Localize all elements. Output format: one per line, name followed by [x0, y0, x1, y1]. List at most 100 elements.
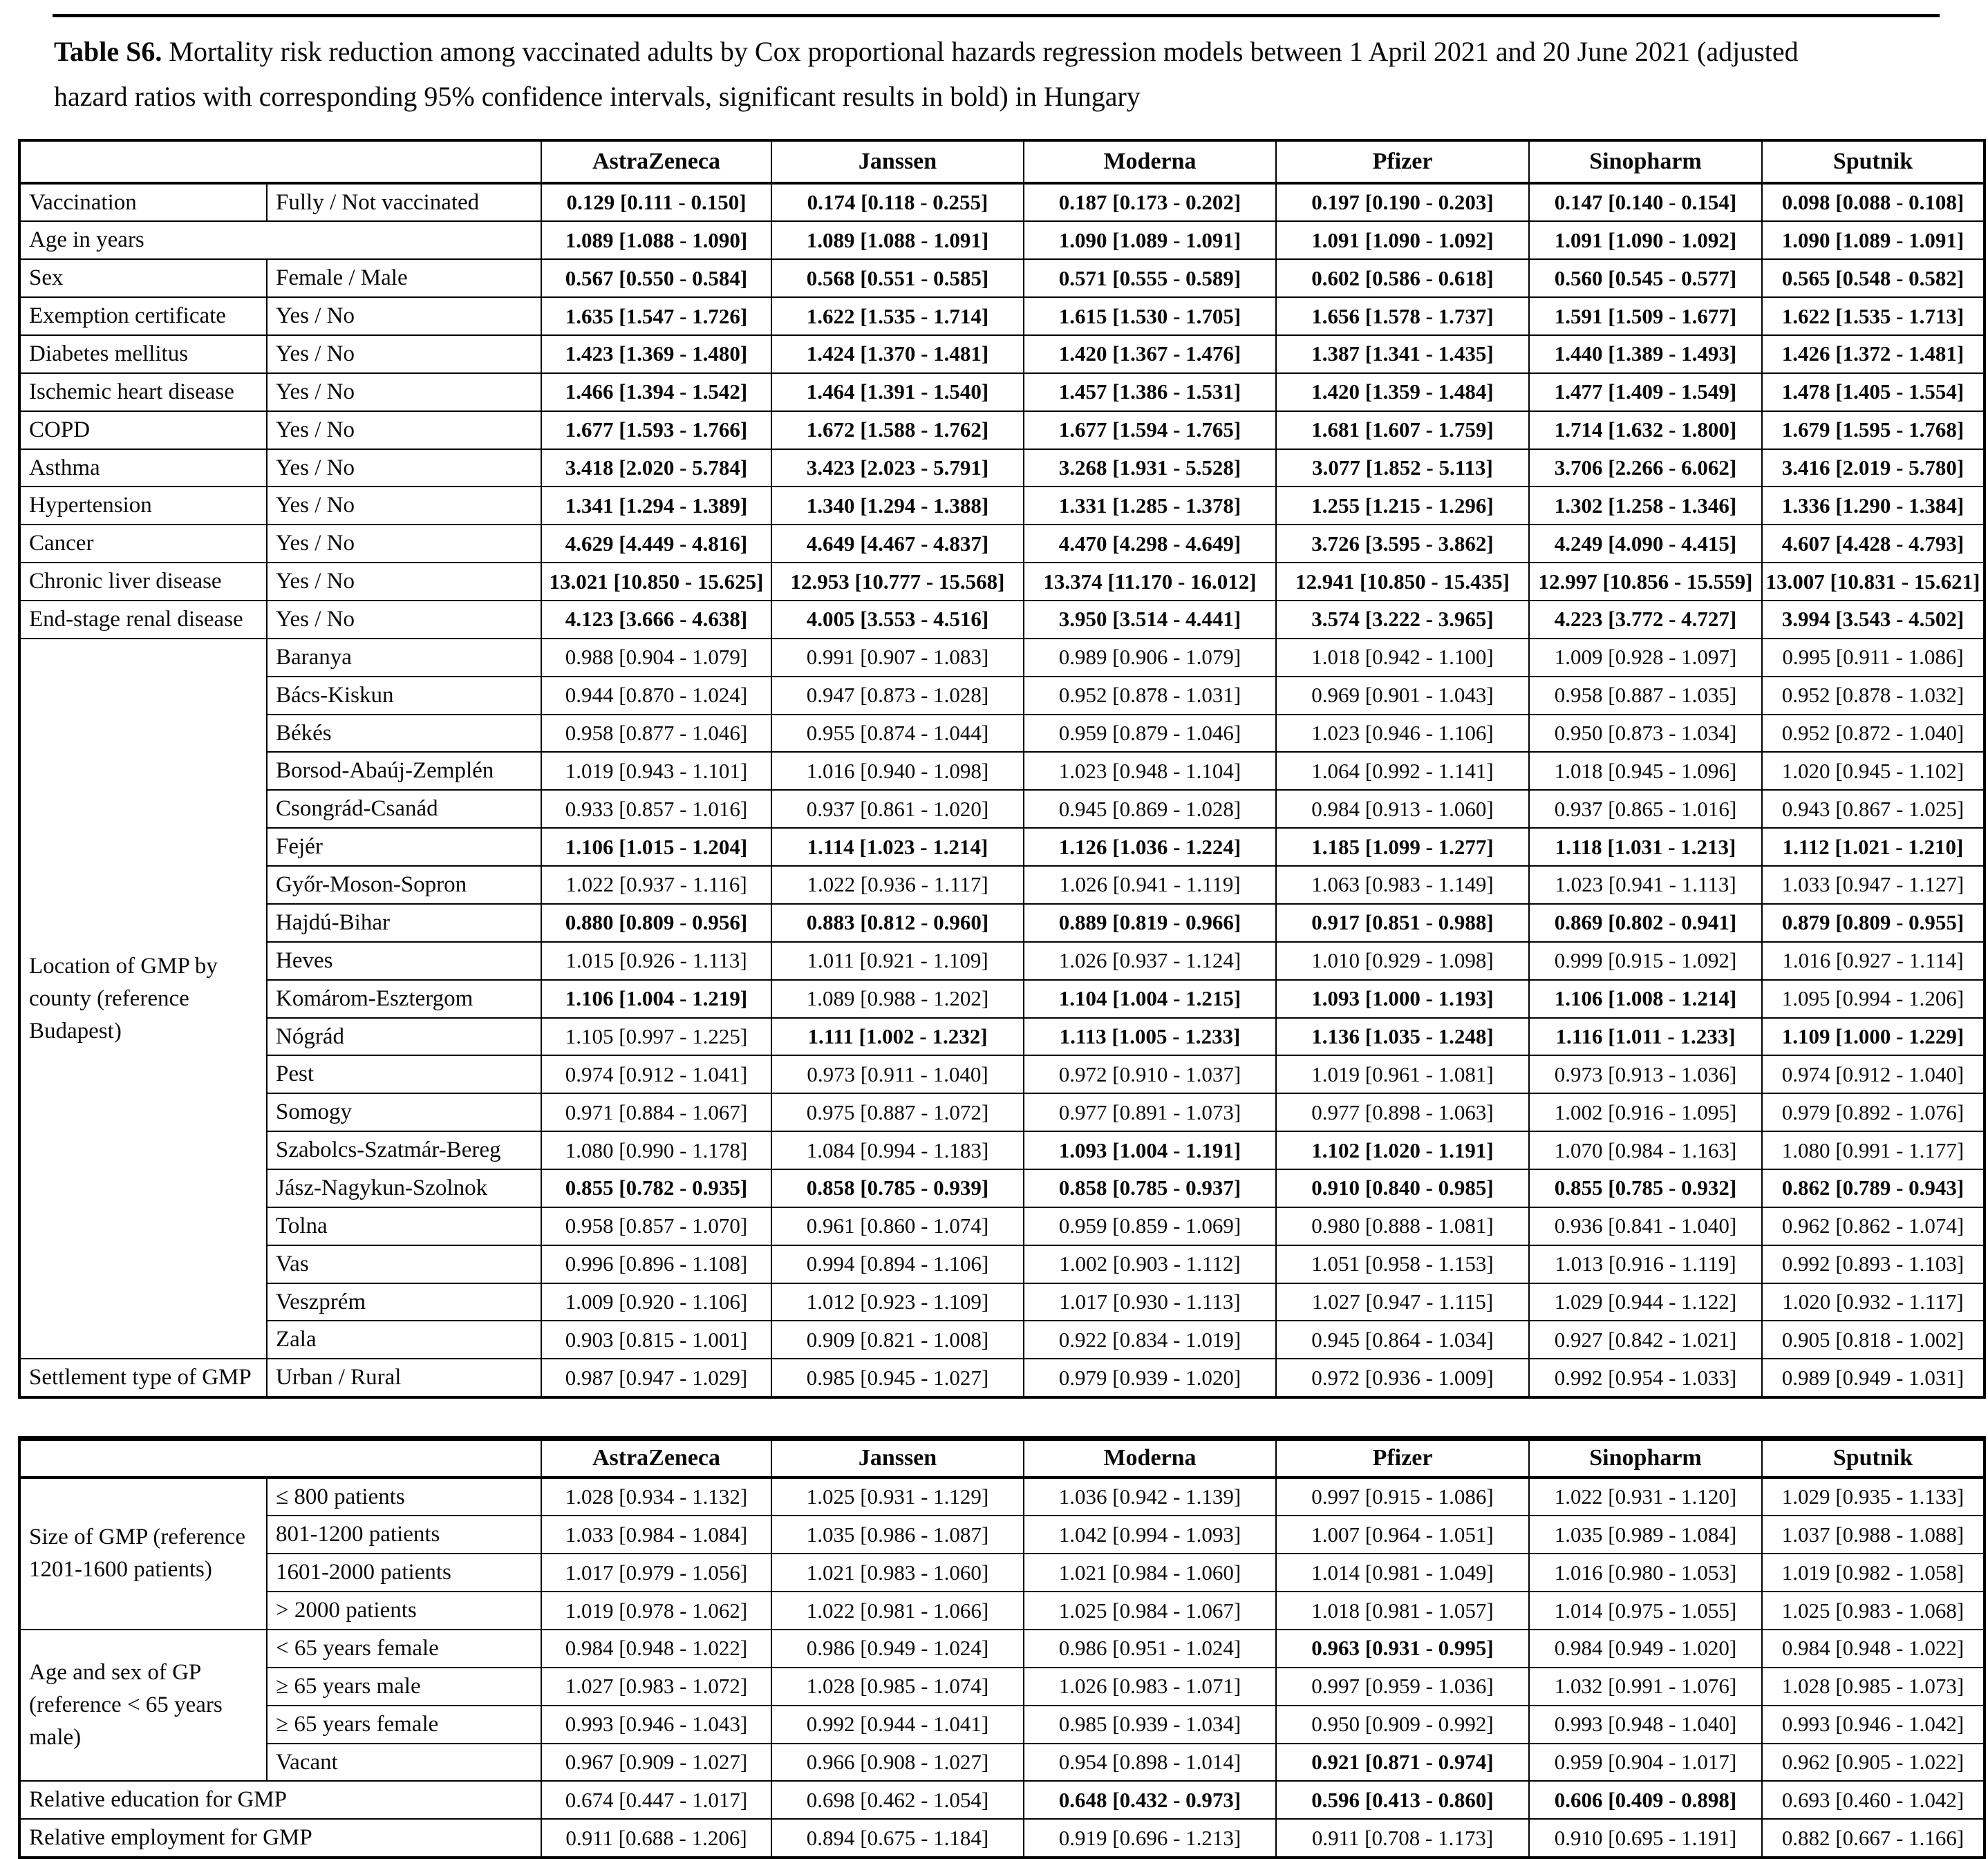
hazard-ratio-cell: 0.959 [0.879 - 1.046] [1023, 713, 1277, 753]
hazard-ratio-cell: 0.917 [0.851 - 0.988] [1275, 903, 1530, 943]
hazard-ratio-cell: 0.995 [0.911 - 1.086] [1761, 637, 1985, 677]
hazard-ratio-cell: 0.958 [0.887 - 1.035] [1528, 675, 1763, 715]
hazard-ratio-cell: 1.466 [1.394 - 1.542] [541, 372, 772, 412]
hazard-ratio-cell: 0.992 [0.944 - 1.041] [771, 1704, 1024, 1744]
table-row: End-stage renal disease Yes / No 4.123 [3.… [19, 600, 1985, 639]
table-row: Ischemic heart disease Yes / No 1.466 [1.3… [19, 372, 1985, 412]
corner-cell [19, 1437, 542, 1479]
hazard-ratio-cell: 1.387 [1.341 - 1.435] [1275, 334, 1530, 374]
table-row: Asthma Yes / No 3.418 [2.020 - 5.784] 3.423… [19, 448, 1985, 488]
hazard-ratio-cell: 1.022 [0.931 - 1.120] [1528, 1476, 1763, 1517]
hazard-ratio-cell: 0.606 [0.409 - 0.898] [1528, 1780, 1763, 1820]
hazard-ratio-table-gmp: AstraZeneca Janssen Moderna Pfizer Sinopharm… [18, 1436, 1986, 1859]
hazard-ratio-cell: 0.986 [0.951 - 1.024] [1023, 1629, 1277, 1668]
table-row: 1601-2000 patients 1.017 [0.979 - 1.056] 1… [19, 1553, 1985, 1593]
hazard-ratio-cell: 4.249 [4.090 - 4.415] [1528, 524, 1763, 564]
row-sublabel: Yes / No [266, 600, 542, 639]
hazard-ratio-cell: 0.994 [0.894 - 1.106] [771, 1244, 1024, 1284]
hazard-ratio-cell: 0.129 [0.111 - 0.150] [541, 182, 772, 223]
table-row: Vacant 0.967 [0.909 - 1.027] 0.966 [0.908 … [19, 1742, 1985, 1782]
row-sublabel: Jász-Nagykun-Szolnok [266, 1168, 542, 1208]
hazard-ratio-cell: 1.420 [1.359 - 1.484] [1275, 372, 1530, 412]
hazard-ratio-cell: 1.440 [1.389 - 1.493] [1528, 334, 1763, 374]
hazard-ratio-cell: 0.187 [0.173 - 0.202] [1023, 182, 1277, 223]
hazard-ratio-cell: 1.070 [0.984 - 1.163] [1528, 1131, 1763, 1170]
hazard-ratio-cell: 1.102 [1.020 - 1.191] [1275, 1131, 1530, 1170]
row-sublabel: Yes / No [266, 486, 542, 526]
hazard-ratio-cell: 1.084 [0.994 - 1.183] [771, 1131, 1024, 1170]
hazard-ratio-cell: 1.106 [1.008 - 1.214] [1528, 979, 1763, 1019]
table-row: Age in years 1.089 [1.088 - 1.090] 1.089 [… [19, 220, 1985, 261]
hazard-ratio-cell: 1.089 [1.088 - 1.091] [771, 220, 1024, 261]
hazard-ratio-cell: 1.033 [0.947 - 1.127] [1761, 865, 1985, 905]
table-row: Relative employment for GMP 0.911 [0.688 … [19, 1818, 1985, 1859]
hazard-ratio-cell: 0.973 [0.911 - 1.040] [771, 1055, 1024, 1095]
hazard-ratio-cell: 0.997 [0.915 - 1.086] [1275, 1476, 1530, 1517]
hazard-ratio-cell: 1.002 [0.916 - 1.095] [1528, 1093, 1763, 1133]
hazard-ratio-cell: 3.268 [1.931 - 5.528] [1023, 448, 1277, 488]
hazard-ratio-cell: 0.984 [0.948 - 1.022] [541, 1629, 772, 1668]
table-row: Somogy 0.971 [0.884 - 1.067] 0.975 [0.887 … [19, 1093, 1985, 1133]
hazard-ratio-cell: 0.992 [0.954 - 1.033] [1528, 1358, 1763, 1399]
row-label: Age in years [19, 220, 542, 261]
page-top-rule [53, 14, 1940, 17]
row-sublabel: Yes / No [266, 524, 542, 564]
hazard-ratio-cell: 1.007 [0.964 - 1.051] [1275, 1515, 1530, 1555]
row-sublabel: Zala [266, 1320, 542, 1360]
header-row: AstraZeneca Janssen Moderna Pfizer Sinopharm… [19, 1437, 1985, 1479]
corner-cell [19, 139, 542, 185]
hazard-ratio-cell: 0.985 [0.939 - 1.034] [1023, 1704, 1277, 1744]
hazard-ratio-cell: 1.027 [0.947 - 1.115] [1275, 1282, 1530, 1322]
table-row: Age and sex of GP (reference < 65 years … [19, 1629, 1985, 1782]
hazard-ratio-cell: 0.869 [0.802 - 0.941] [1528, 903, 1763, 943]
table-row: Sex Female / Male 0.567 [0.550 - 0.584] 0.5… [19, 258, 1985, 299]
hazard-ratio-cell: 0.987 [0.947 - 1.029] [541, 1358, 772, 1399]
hazard-ratio-cell: 1.020 [0.945 - 1.102] [1761, 751, 1985, 791]
hazard-ratio-cell: 0.919 [0.696 - 1.213] [1023, 1818, 1277, 1859]
hazard-ratio-cell: 1.089 [0.988 - 1.202] [771, 979, 1024, 1019]
hazard-ratio-cell: 0.943 [0.867 - 1.025] [1761, 789, 1985, 829]
row-sublabel: Bács-Kiskun [266, 675, 542, 715]
hazard-ratio-cell: 3.726 [3.595 - 3.862] [1275, 524, 1530, 564]
hazard-ratio-cell: 0.984 [0.913 - 1.060] [1275, 789, 1530, 829]
hazard-ratio-cell: 0.962 [0.905 - 1.022] [1761, 1742, 1985, 1782]
hazard-ratio-cell: 1.341 [1.294 - 1.389] [541, 486, 772, 526]
hazard-ratio-cell: 0.950 [0.873 - 1.034] [1528, 713, 1763, 753]
hazard-ratio-cell: 1.622 [1.535 - 1.714] [771, 296, 1024, 337]
hazard-ratio-cell: 1.028 [0.985 - 1.074] [771, 1666, 1024, 1706]
hazard-ratio-cell: 1.018 [0.942 - 1.100] [1275, 637, 1530, 677]
row-sublabel: Urban / Rural [266, 1358, 542, 1399]
row-sublabel: Hajdú-Bihar [266, 903, 542, 943]
row-sublabel: ≥ 65 years male [266, 1666, 542, 1706]
hazard-ratio-cell: 0.979 [0.892 - 1.076] [1761, 1093, 1985, 1133]
hazard-ratio-cell: 1.615 [1.530 - 1.705] [1023, 296, 1277, 337]
group-label: Size of GMP (reference 1201-1600 patient… [19, 1476, 268, 1631]
hazard-ratio-cell: 0.922 [0.834 - 1.019] [1023, 1320, 1277, 1360]
hazard-ratio-cell: 0.933 [0.857 - 1.016] [541, 789, 772, 829]
hazard-ratio-cell: 1.033 [0.984 - 1.084] [541, 1515, 772, 1555]
row-label: End-stage renal disease [19, 600, 268, 639]
column-header-pfizer: Pfizer [1275, 139, 1530, 185]
hazard-ratio-cell: 0.972 [0.910 - 1.037] [1023, 1055, 1277, 1095]
hazard-ratio-cell: 0.975 [0.887 - 1.072] [771, 1093, 1024, 1133]
table-row: Hypertension Yes / No 1.341 [1.294 - 1.389… [19, 486, 1985, 526]
hazard-ratio-cell: 1.019 [0.978 - 1.062] [541, 1591, 772, 1631]
hazard-ratio-cell: 0.098 [0.088 - 0.108] [1761, 182, 1985, 223]
hazard-ratio-cell: 0.910 [0.840 - 0.985] [1275, 1168, 1530, 1208]
group-label: Location of GMP by county (reference Bud… [19, 637, 268, 1360]
hazard-ratio-cell: 0.855 [0.785 - 0.932] [1528, 1168, 1763, 1208]
table-row: Heves 1.015 [0.926 - 1.113] 1.011 [0.921 -… [19, 941, 1985, 981]
row-sublabel: Komárom-Esztergom [266, 979, 542, 1019]
hazard-ratio-cell: 1.025 [0.984 - 1.067] [1023, 1591, 1277, 1631]
hazard-ratio-cell: 1.331 [1.285 - 1.378] [1023, 486, 1277, 526]
row-sublabel: Csongrád-Csanád [266, 789, 542, 829]
hazard-ratio-cell: 1.016 [0.980 - 1.053] [1528, 1553, 1763, 1593]
row-sublabel: Veszprém [266, 1282, 542, 1322]
hazard-ratio-cell: 0.966 [0.908 - 1.027] [771, 1742, 1024, 1782]
hazard-ratio-cell: 0.882 [0.667 - 1.166] [1761, 1818, 1985, 1859]
hazard-ratio-cell: 0.596 [0.413 - 0.860] [1275, 1780, 1530, 1820]
hazard-ratio-cell: 1.093 [1.004 - 1.191] [1023, 1131, 1277, 1170]
hazard-ratio-cell: 3.416 [2.019 - 5.780] [1761, 448, 1985, 488]
hazard-ratio-cell: 1.026 [0.983 - 1.071] [1023, 1666, 1277, 1706]
hazard-ratio-cell: 1.477 [1.409 - 1.549] [1528, 372, 1763, 412]
